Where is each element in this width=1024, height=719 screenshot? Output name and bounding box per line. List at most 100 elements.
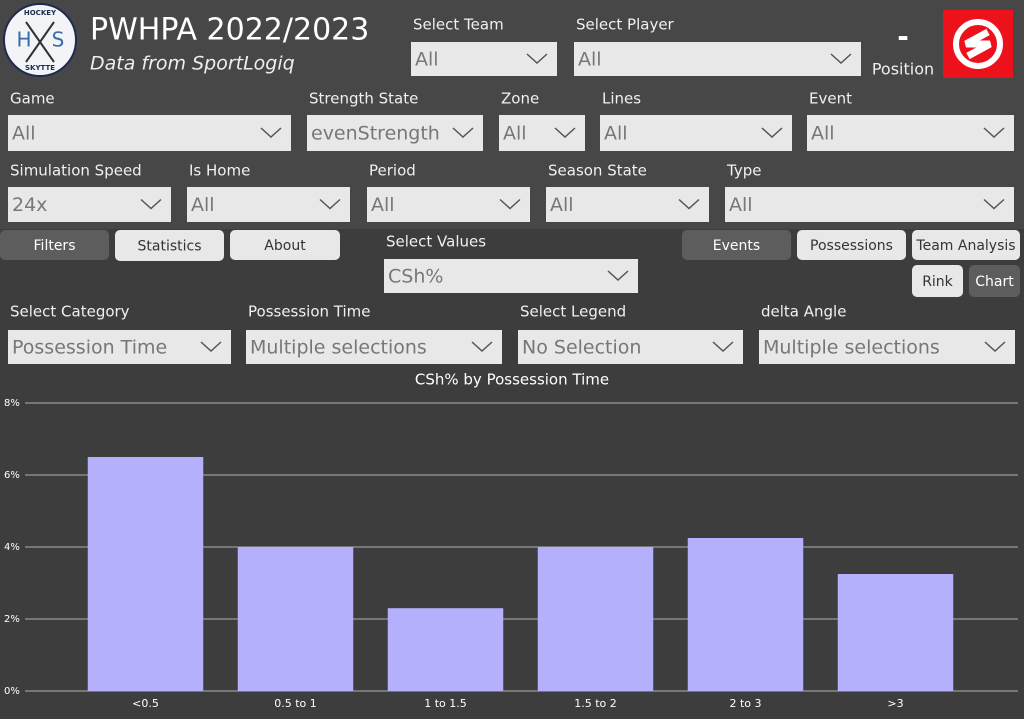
bar	[237, 547, 354, 691]
dropdown-value: CSh%	[388, 266, 443, 288]
tab-label: Possessions	[810, 238, 893, 254]
tab-button[interactable]	[912, 265, 963, 297]
y-tick-label: 8%	[4, 398, 20, 409]
tab-button[interactable]	[0, 230, 109, 260]
tab-label: Statistics	[138, 239, 202, 255]
dropdown-chevron	[830, 53, 852, 65]
filter-label: delta Angle	[761, 303, 846, 321]
dropdown-value: All	[604, 123, 628, 145]
filter-label: Select Team	[413, 16, 504, 34]
tab-button[interactable]	[912, 230, 1020, 260]
sponsor-logo-s	[964, 28, 992, 60]
filter-label: Lines	[602, 90, 641, 108]
filter-label: Season State	[548, 162, 647, 180]
logo-text: SKYTTE	[25, 64, 55, 72]
position-label: Position	[872, 60, 934, 79]
tab-button[interactable]	[797, 230, 906, 260]
tab-button[interactable]	[969, 265, 1020, 297]
tab-button[interactable]	[230, 230, 340, 260]
tab-button[interactable]	[682, 230, 791, 260]
dropdown-chevron	[140, 198, 162, 210]
dropdown[interactable]	[246, 330, 502, 364]
filter-label: Select Legend	[520, 303, 626, 321]
bar	[537, 547, 654, 691]
dropdown-value: 24x	[12, 194, 47, 216]
tab-label: Rink	[922, 274, 953, 290]
sponsor-logo-ring	[953, 19, 1003, 69]
dropdown-value: evenStrength	[311, 123, 440, 145]
y-tick-label: 0%	[4, 686, 20, 697]
dropdown-value: All	[371, 194, 395, 216]
dropdown[interactable]	[384, 259, 638, 293]
dropdown[interactable]	[725, 187, 1014, 222]
dropdown[interactable]	[8, 187, 171, 222]
dropdown-chevron	[984, 341, 1006, 353]
logo	[3, 3, 77, 77]
dropdown[interactable]	[187, 187, 350, 222]
filter-label: Select Player	[576, 16, 675, 34]
tab-label: Events	[713, 238, 760, 254]
tab-label: Filters	[34, 238, 76, 254]
x-tick-label: >3	[887, 697, 903, 710]
dropdown[interactable]	[600, 115, 792, 151]
filter-label: Select Values	[386, 233, 486, 251]
filter-label: Event	[809, 90, 852, 108]
dropdown-chevron	[607, 270, 629, 282]
y-tick-label: 2%	[4, 614, 20, 625]
tab-label: About	[264, 238, 306, 254]
dropdown-chevron	[200, 341, 222, 353]
x-tick-label: 2 to 3	[729, 697, 761, 710]
filter-label: Type	[726, 162, 761, 180]
dropdown[interactable]	[546, 187, 709, 222]
dropdown[interactable]	[518, 330, 743, 364]
bar	[387, 608, 504, 691]
dropdown-value: All	[415, 49, 439, 71]
dropdown-chevron	[526, 53, 548, 65]
x-tick-label: 0.5 to 1	[274, 697, 317, 710]
dropdown-value: All	[12, 123, 36, 145]
filter-label: Game	[10, 90, 55, 108]
title: PWHPA 2022/2023	[90, 13, 369, 48]
dropdown[interactable]	[8, 115, 291, 151]
dropdown[interactable]	[759, 330, 1015, 364]
dropdown-value: All	[550, 194, 574, 216]
dropdown-chevron	[983, 127, 1005, 139]
dropdown[interactable]	[499, 115, 585, 151]
dropdown[interactable]	[8, 330, 231, 364]
filter-label: Period	[369, 162, 416, 180]
dropdown-value: All	[503, 123, 527, 145]
filter-label: Zone	[501, 90, 539, 108]
dropdown-value: All	[578, 49, 602, 71]
position-value: -	[897, 20, 909, 53]
dropdown-value: All	[811, 123, 835, 145]
dropdown-value: All	[191, 194, 215, 216]
chart-title: CSh% by Possession Time	[415, 371, 609, 389]
bar	[687, 538, 804, 691]
tab-button[interactable]	[115, 230, 224, 261]
dropdown[interactable]	[307, 115, 483, 151]
dropdown[interactable]	[574, 42, 861, 76]
dropdown-chevron	[712, 341, 734, 353]
logo-text: H	[16, 28, 31, 52]
x-tick-label: 1 to 1.5	[424, 697, 467, 710]
dropdown-chevron	[554, 127, 576, 139]
logo-text: S	[52, 28, 65, 52]
y-tick-label: 6%	[4, 470, 20, 481]
subtitle: Data from SportLogiq	[90, 53, 295, 75]
dropdown-chevron	[678, 198, 700, 210]
filter-label: Possession Time	[248, 303, 371, 321]
dropdown[interactable]	[367, 187, 530, 222]
dropdown-value: Possession Time	[12, 337, 167, 359]
dropdown-chevron	[260, 127, 282, 139]
dropdown-chevron	[499, 198, 521, 210]
filter-label: Simulation Speed	[10, 162, 142, 180]
dropdown[interactable]	[807, 115, 1014, 151]
bar	[87, 457, 204, 691]
filter-label: Strength State	[309, 90, 418, 108]
bar	[837, 574, 954, 691]
dropdown-chevron	[452, 127, 474, 139]
logo-stick	[25, 21, 55, 63]
dropdown-value: Multiple selections	[250, 337, 427, 359]
